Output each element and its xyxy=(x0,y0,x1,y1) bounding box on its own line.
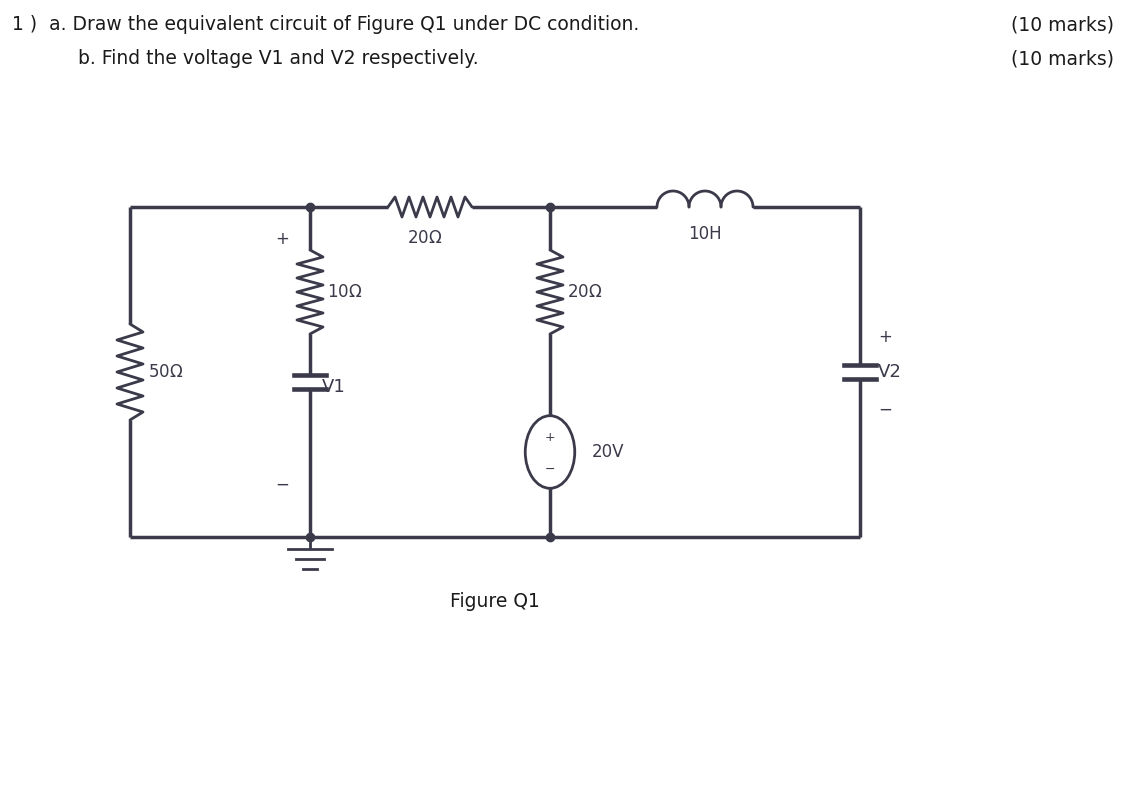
Text: (10 marks): (10 marks) xyxy=(1011,15,1114,34)
Text: Figure Q1: Figure Q1 xyxy=(450,592,540,611)
Text: V1: V1 xyxy=(322,378,346,396)
Text: 20$\Omega$: 20$\Omega$ xyxy=(408,229,443,247)
Text: 50$\Omega$: 50$\Omega$ xyxy=(148,363,184,381)
Text: −: − xyxy=(275,476,289,494)
Text: −: − xyxy=(545,463,555,475)
Text: 10H: 10H xyxy=(688,225,722,243)
Text: b. Find the voltage V1 and V2 respectively.: b. Find the voltage V1 and V2 respective… xyxy=(42,49,479,68)
Text: 1 )  a. Draw the equivalent circuit of Figure Q1 under DC condition.: 1 ) a. Draw the equivalent circuit of Fi… xyxy=(12,15,640,34)
Text: −: − xyxy=(878,401,892,419)
Text: 20$\Omega$: 20$\Omega$ xyxy=(568,283,602,301)
Text: +: + xyxy=(275,230,289,248)
Text: +: + xyxy=(878,328,892,346)
Text: 10$\Omega$: 10$\Omega$ xyxy=(327,283,363,301)
Text: (10 marks): (10 marks) xyxy=(1011,49,1114,68)
Text: 20V: 20V xyxy=(592,443,625,461)
Text: V2: V2 xyxy=(878,363,902,381)
Text: +: + xyxy=(545,430,555,444)
